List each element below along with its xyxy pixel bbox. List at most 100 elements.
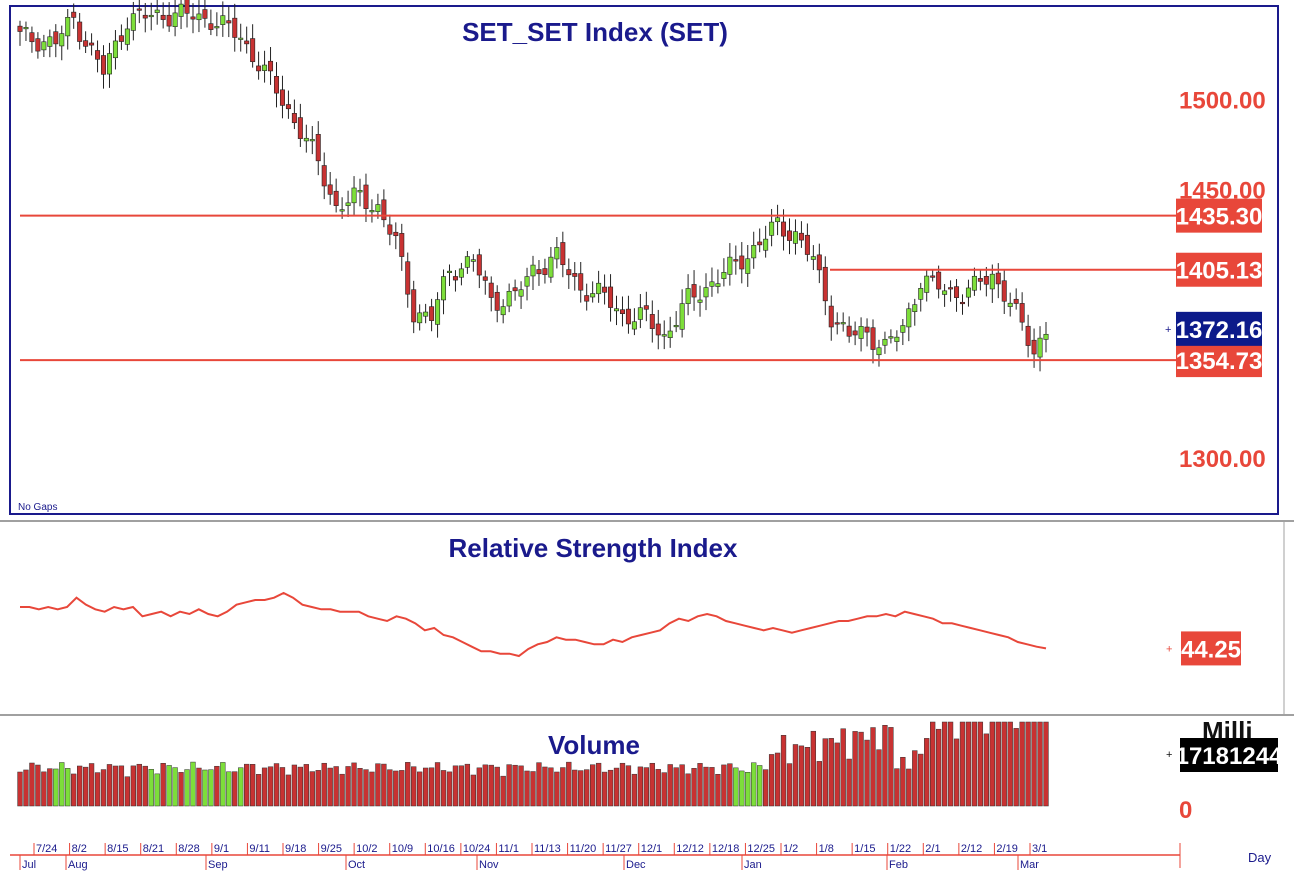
candle [649, 300, 655, 343]
candle-body [834, 322, 840, 325]
candle [518, 281, 524, 309]
candle [733, 245, 739, 275]
candle-body [721, 272, 727, 279]
candle [303, 124, 309, 153]
price-panel-frame [9, 5, 1279, 515]
candle-body [1025, 325, 1031, 346]
volume-bar [41, 771, 47, 807]
volume-bar [1007, 721, 1013, 807]
candle-body [625, 308, 631, 325]
candle [101, 45, 107, 89]
candle-body [405, 261, 411, 295]
volume-bar [619, 762, 626, 807]
volume-bar [309, 771, 315, 807]
volume-bar [673, 767, 679, 807]
candle [548, 247, 554, 283]
candle [446, 264, 452, 287]
no-gaps-label: No Gaps [18, 502, 57, 513]
candle-body [29, 32, 35, 43]
candle-body [387, 224, 393, 235]
candle-body [1043, 333, 1049, 340]
date-tick-label: 2/19 [996, 843, 1017, 855]
candle [250, 24, 256, 68]
volume-bar [607, 769, 614, 807]
candle [256, 51, 262, 80]
support-tag [1176, 343, 1262, 378]
candle-body [315, 134, 321, 162]
candle [745, 244, 751, 287]
volume-bar [935, 728, 942, 807]
volume-bar [452, 765, 459, 807]
date-tick-label: 9/11 [249, 843, 270, 855]
candle [297, 103, 303, 147]
candle-body [775, 217, 781, 223]
rsi-tag-label: 44.25 [1181, 636, 1241, 663]
candle [89, 33, 95, 56]
volume-bar [506, 764, 512, 807]
volume-tag-box [1180, 738, 1278, 772]
volume-bar [226, 771, 232, 807]
candle-body [763, 238, 769, 251]
candle [977, 269, 983, 291]
rsi-line [20, 591, 1047, 658]
candle-body [572, 273, 578, 277]
candle-body [262, 64, 268, 71]
candle-body [512, 287, 518, 292]
candle [918, 282, 924, 312]
candle [798, 221, 804, 248]
candle [464, 250, 470, 274]
candle-body [256, 65, 262, 72]
candle [578, 261, 584, 303]
volume-bar [518, 765, 524, 807]
date-tick-label: 12/18 [712, 843, 740, 855]
date-tick-label: 12/25 [747, 843, 775, 855]
candle [751, 231, 757, 269]
candle-body [202, 9, 208, 19]
volume-bar [1025, 721, 1031, 807]
candle-body [959, 301, 965, 305]
candle-body [924, 275, 930, 293]
candle [1019, 292, 1025, 331]
volume-bar [1001, 721, 1007, 807]
date-tick-label: 1/8 [819, 843, 834, 855]
date-tick-label: 2/12 [961, 843, 982, 855]
volume-bar [166, 765, 172, 807]
candle-body [435, 299, 441, 325]
candle-body [83, 40, 89, 47]
candle [1007, 292, 1013, 317]
volume-bar [846, 758, 852, 807]
candle [685, 274, 691, 316]
volume-bar [739, 770, 745, 807]
candle [118, 24, 124, 50]
volume-bar [715, 773, 721, 807]
candle [828, 295, 834, 341]
candle [470, 254, 476, 272]
candle [924, 270, 930, 302]
volume-bar [780, 735, 787, 807]
volume-bar [488, 764, 494, 807]
volume-bar [941, 721, 948, 807]
volume-bar [542, 766, 548, 807]
date-tick-label: 8/21 [143, 843, 164, 855]
volume-bar [53, 768, 59, 807]
volume-bar [768, 754, 775, 807]
volume-bar [971, 721, 978, 807]
candle [83, 31, 89, 54]
volume-bar [631, 773, 638, 807]
candle-body [136, 8, 142, 11]
volume-bar [273, 763, 280, 807]
candle [482, 270, 488, 295]
volume-bar [625, 765, 632, 807]
candle-body [786, 230, 792, 241]
candle-body [971, 275, 977, 291]
month-label: Jul [22, 859, 36, 871]
candle [53, 24, 59, 58]
candle-body [106, 53, 112, 75]
candle-body [118, 35, 124, 42]
candle [727, 243, 733, 286]
candle-body [1019, 303, 1025, 323]
candle-body [333, 190, 339, 206]
candle [614, 295, 620, 326]
volume-bar [434, 762, 441, 807]
